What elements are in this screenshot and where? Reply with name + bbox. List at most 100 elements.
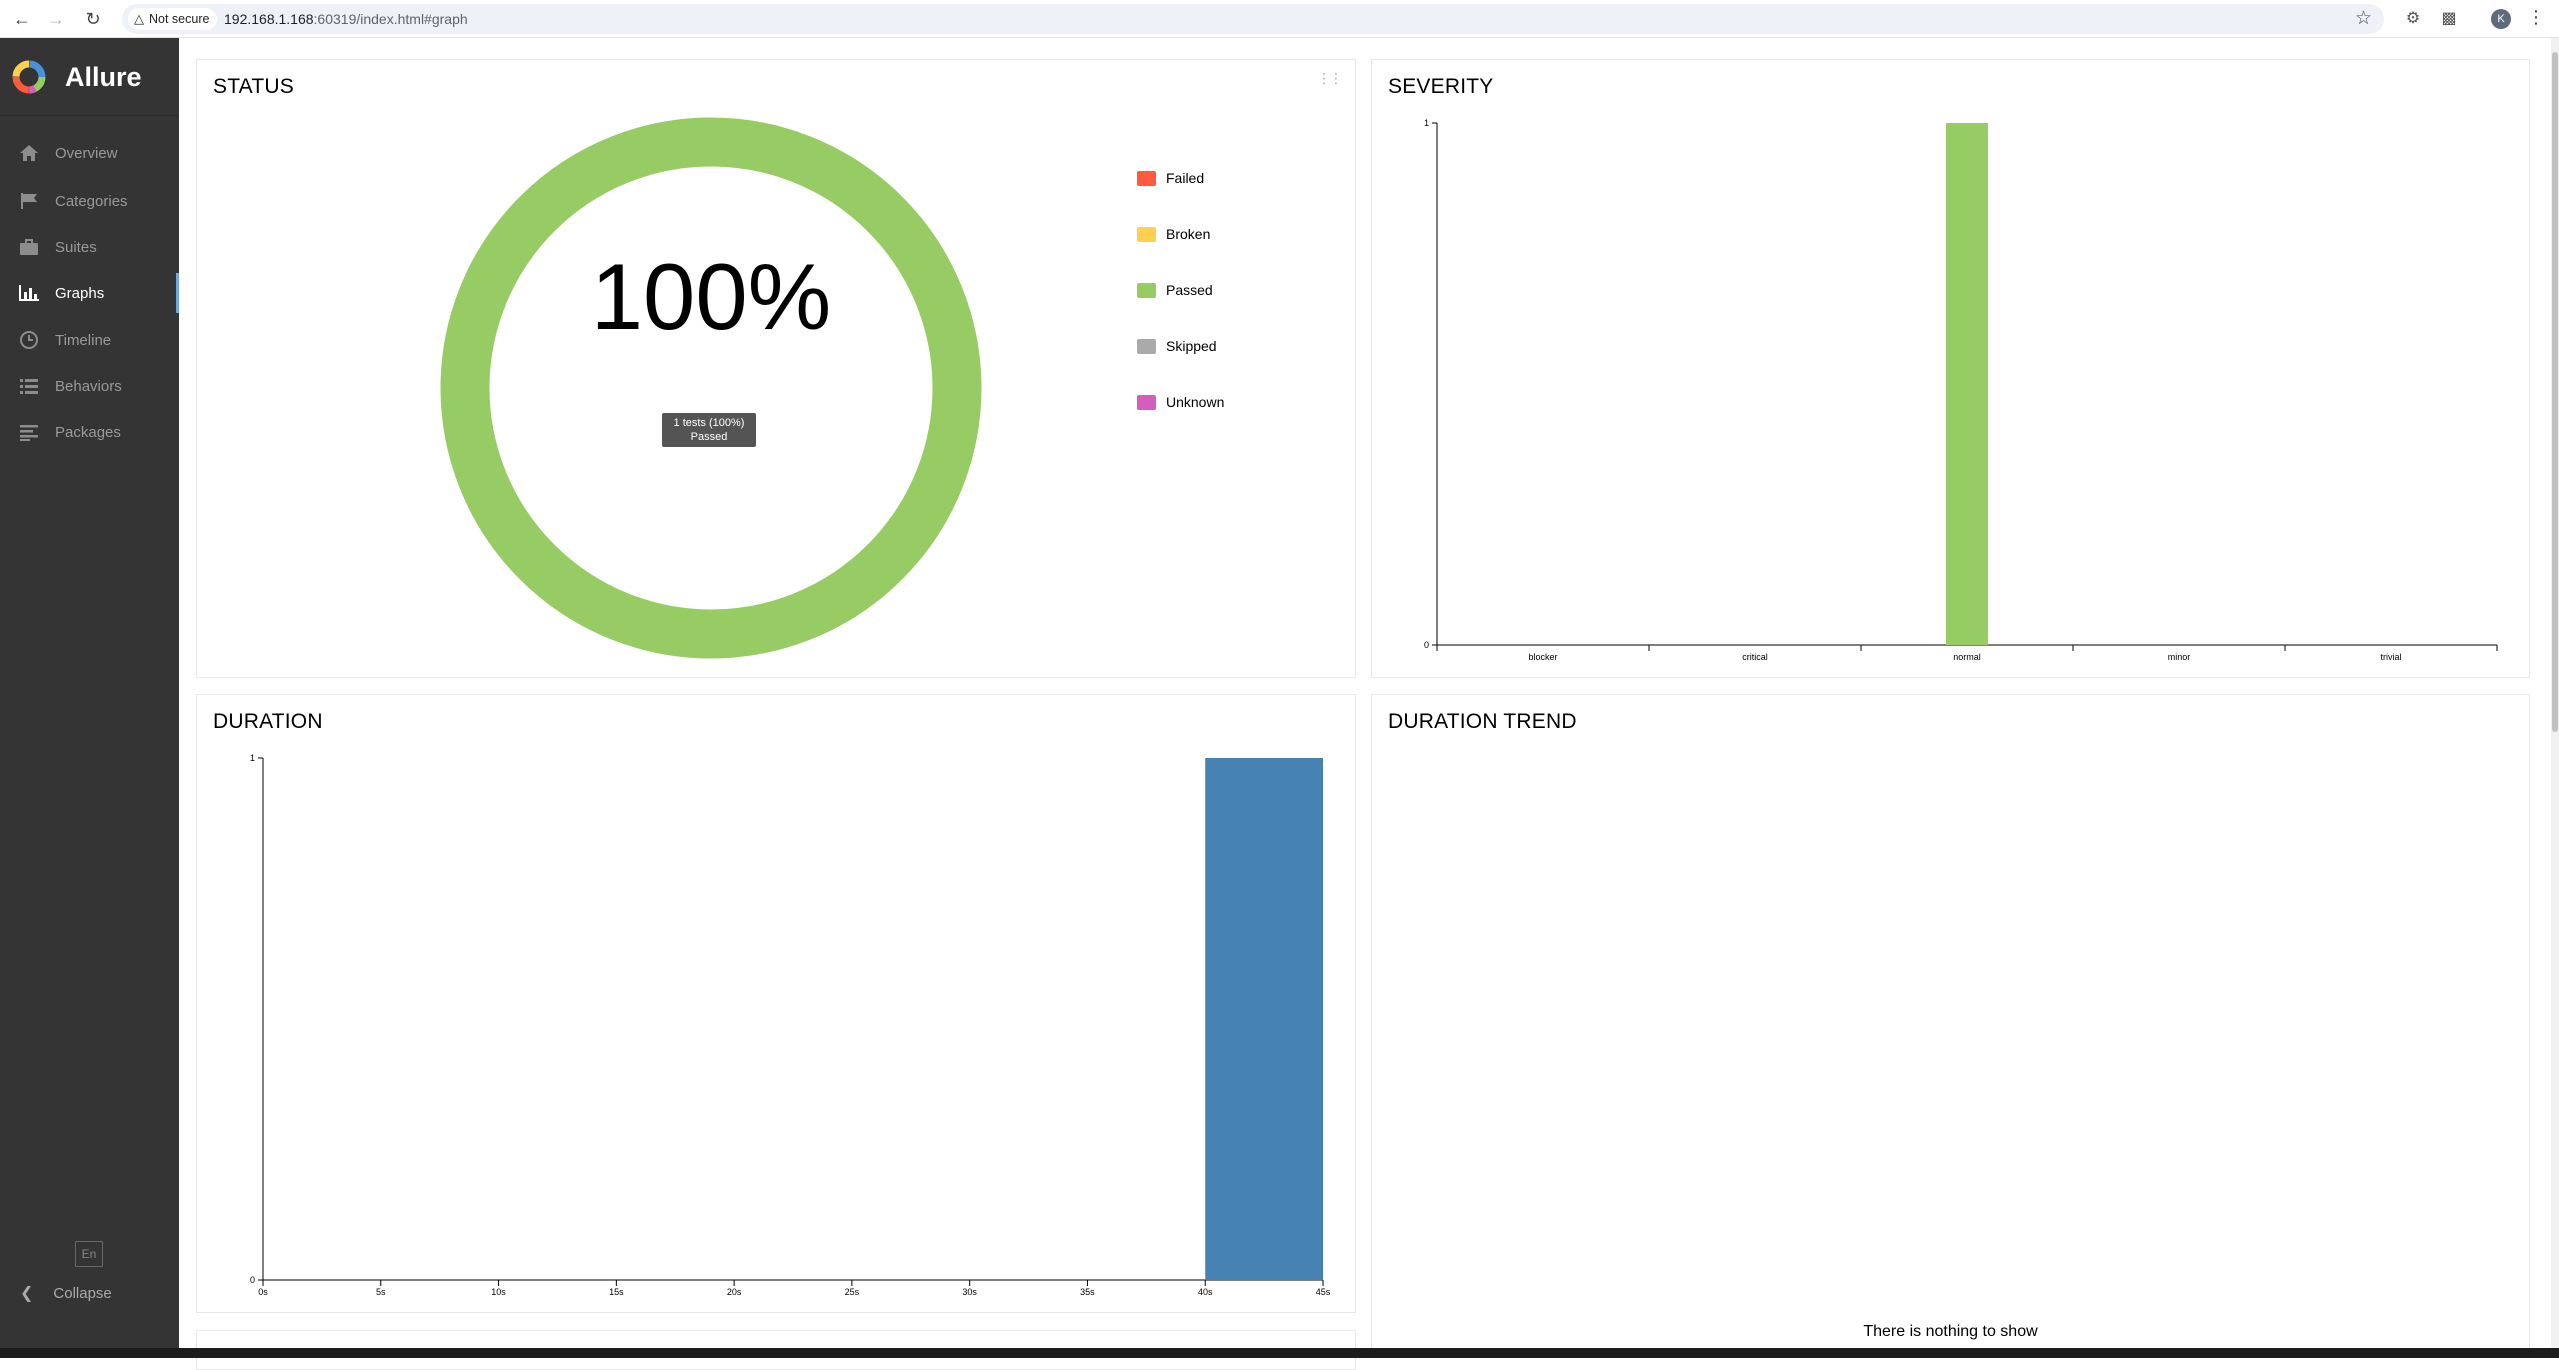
duration-widget: DURATION 0 1 0s 5s 10s 15s 20s 25s 30s 35s 40s 45s [196, 694, 1356, 1313]
language-switcher[interactable]: En [75, 1241, 103, 1267]
warning-triangle-icon: △ [134, 11, 144, 26]
legend-label: Passed [1166, 282, 1213, 298]
bar-normal [1946, 123, 1988, 645]
sidebar-item-label: Graphs [55, 284, 105, 302]
sidebar-item-label: Timeline [55, 331, 112, 349]
x-tick-label: 40s [1198, 1287, 1213, 1297]
sidebar-item-packages[interactable]: Packages [0, 412, 179, 452]
widget-title: DURATION [213, 710, 323, 733]
briefcase-icon [17, 236, 41, 258]
tooltip-line: 1 tests (100%) [673, 417, 745, 429]
collapse-button[interactable]: ❮ Collapse [0, 1273, 179, 1313]
legend-swatch [1137, 394, 1156, 410]
sidebar-item-label: Overview [55, 144, 118, 162]
legend-item-failed[interactable]: Failed [1137, 168, 1257, 188]
legend-item-passed[interactable]: Passed [1137, 280, 1257, 300]
donut-slice-passed [440, 117, 982, 659]
legend-swatch [1137, 170, 1156, 186]
address-bar[interactable]: △ Not secure 192.168.1.168:60319/index.h… [122, 4, 2384, 34]
sidebar-item-graphs[interactable]: Graphs [0, 273, 179, 313]
list-icon [17, 375, 41, 397]
legend-swatch [1137, 226, 1156, 242]
forward-arrow-icon[interactable]: → [47, 9, 65, 29]
status-widget: STATUS ⋮⋮ 100% 1 tests (100%) Passed Fai… [196, 59, 1356, 678]
allure-logo-icon [12, 60, 46, 94]
x-tick-label: 5s [376, 1287, 386, 1297]
sidebar-item-overview[interactable]: Overview [0, 133, 179, 173]
brand-header[interactable]: Allure [0, 38, 179, 116]
duration-trend-widget: DURATION TREND There is nothing to show [1371, 694, 2530, 1354]
tooltip-line: Passed [690, 431, 728, 443]
x-tick-label: minor [2168, 652, 2191, 662]
translate-icon[interactable]: ⚙ [2405, 10, 2421, 27]
extensions-puzzle-icon[interactable]: ▩ [2441, 10, 2457, 27]
x-tick-label: 45s [1316, 1287, 1331, 1297]
url-text[interactable]: 192.168.1.168:60319/index.html#graph [224, 10, 468, 28]
legend-swatch [1137, 338, 1156, 354]
legend-label: Failed [1166, 170, 1205, 186]
sidebar-item-label: Behaviors [55, 377, 122, 395]
profile-avatar[interactable]: K [2491, 9, 2511, 29]
sidebar-item-behaviors[interactable]: Behaviors [0, 366, 179, 406]
bar-chart-icon [17, 282, 41, 304]
histogram-bar [1205, 758, 1323, 1280]
browser-toolbar: ← → ↻ △ Not secure 192.168.1.168:60319/i… [0, 0, 2559, 38]
chevron-left-icon: ❮ [20, 1285, 34, 1302]
sidebar-item-timeline[interactable]: Timeline [0, 320, 179, 360]
os-taskbar [0, 1348, 2559, 1358]
security-label: Not secure [149, 12, 210, 26]
url-path: :60319/index.html#graph [313, 11, 468, 27]
sidebar-item-label: Categories [55, 192, 128, 210]
legend-swatch [1137, 282, 1156, 298]
x-tick-label: 10s [491, 1287, 506, 1297]
y-tick-label: 1 [1424, 118, 1429, 128]
x-tick-label: 20s [727, 1287, 742, 1297]
x-tick-label: 15s [609, 1287, 624, 1297]
reload-icon[interactable]: ↻ [85, 9, 101, 29]
flag-icon [17, 190, 41, 212]
severity-bar-chart: 0 1 blocker critical normal minor trivial [1424, 118, 2498, 662]
brand-name: Allure [65, 62, 142, 92]
status-center-text: 100% [591, 244, 831, 349]
main-content: STATUS ⋮⋮ 100% 1 tests (100%) Passed Fai… [179, 38, 2551, 1370]
y-tick-label: 1 [250, 753, 255, 763]
bookmark-star-icon[interactable]: ☆ [2354, 8, 2372, 29]
page-scrollbar[interactable] [2551, 38, 2559, 1348]
clock-icon [17, 329, 41, 351]
sidebar-item-label: Packages [55, 423, 121, 441]
x-tick-label: 30s [962, 1287, 977, 1297]
sidebar: Allure Overview Categories Suites Graphs… [0, 38, 179, 1348]
legend-label: Skipped [1166, 338, 1217, 354]
y-tick-label: 0 [250, 1275, 255, 1285]
sidebar-item-categories[interactable]: Categories [0, 181, 179, 221]
home-icon [17, 142, 41, 164]
severity-widget: SEVERITY 0 1 blocker critical normal minor tri… [1371, 59, 2530, 678]
legend-item-broken[interactable]: Broken [1137, 224, 1257, 244]
x-tick-label: normal [1953, 652, 1981, 662]
legend-item-unknown[interactable]: Unknown [1137, 392, 1257, 412]
back-arrow-icon[interactable]: ← [13, 9, 31, 29]
scrollbar-thumb[interactable] [2552, 52, 2558, 732]
sidebar-item-label: Suites [55, 238, 97, 256]
empty-state-message: There is nothing to show [1863, 1323, 2038, 1340]
legend-label: Unknown [1166, 394, 1225, 410]
widget-title: SEVERITY [1388, 75, 1494, 98]
widget-title: STATUS [213, 75, 294, 98]
widget-title: DURATION TREND [1388, 710, 1577, 733]
x-tick-label: 25s [845, 1287, 860, 1297]
y-tick-label: 0 [1424, 640, 1429, 650]
legend-label: Broken [1166, 226, 1211, 242]
sidebar-item-suites[interactable]: Suites [0, 227, 179, 267]
url-host: 192.168.1.168 [224, 11, 314, 27]
legend-item-skipped[interactable]: Skipped [1137, 336, 1257, 356]
x-tick-label: 35s [1080, 1287, 1095, 1297]
drag-handle-icon[interactable]: ⋮⋮ [1317, 70, 1343, 86]
status-tooltip: 1 tests (100%) Passed [662, 413, 756, 447]
x-tick-label: 0s [258, 1287, 268, 1297]
status-donut-chart: 100% [440, 117, 982, 659]
security-chip[interactable]: △ Not secure [128, 8, 218, 30]
browser-menu-icon[interactable]: ⋮ [2527, 7, 2545, 27]
collapse-label: Collapse [53, 1284, 112, 1302]
x-tick-label: blocker [1528, 652, 1557, 662]
